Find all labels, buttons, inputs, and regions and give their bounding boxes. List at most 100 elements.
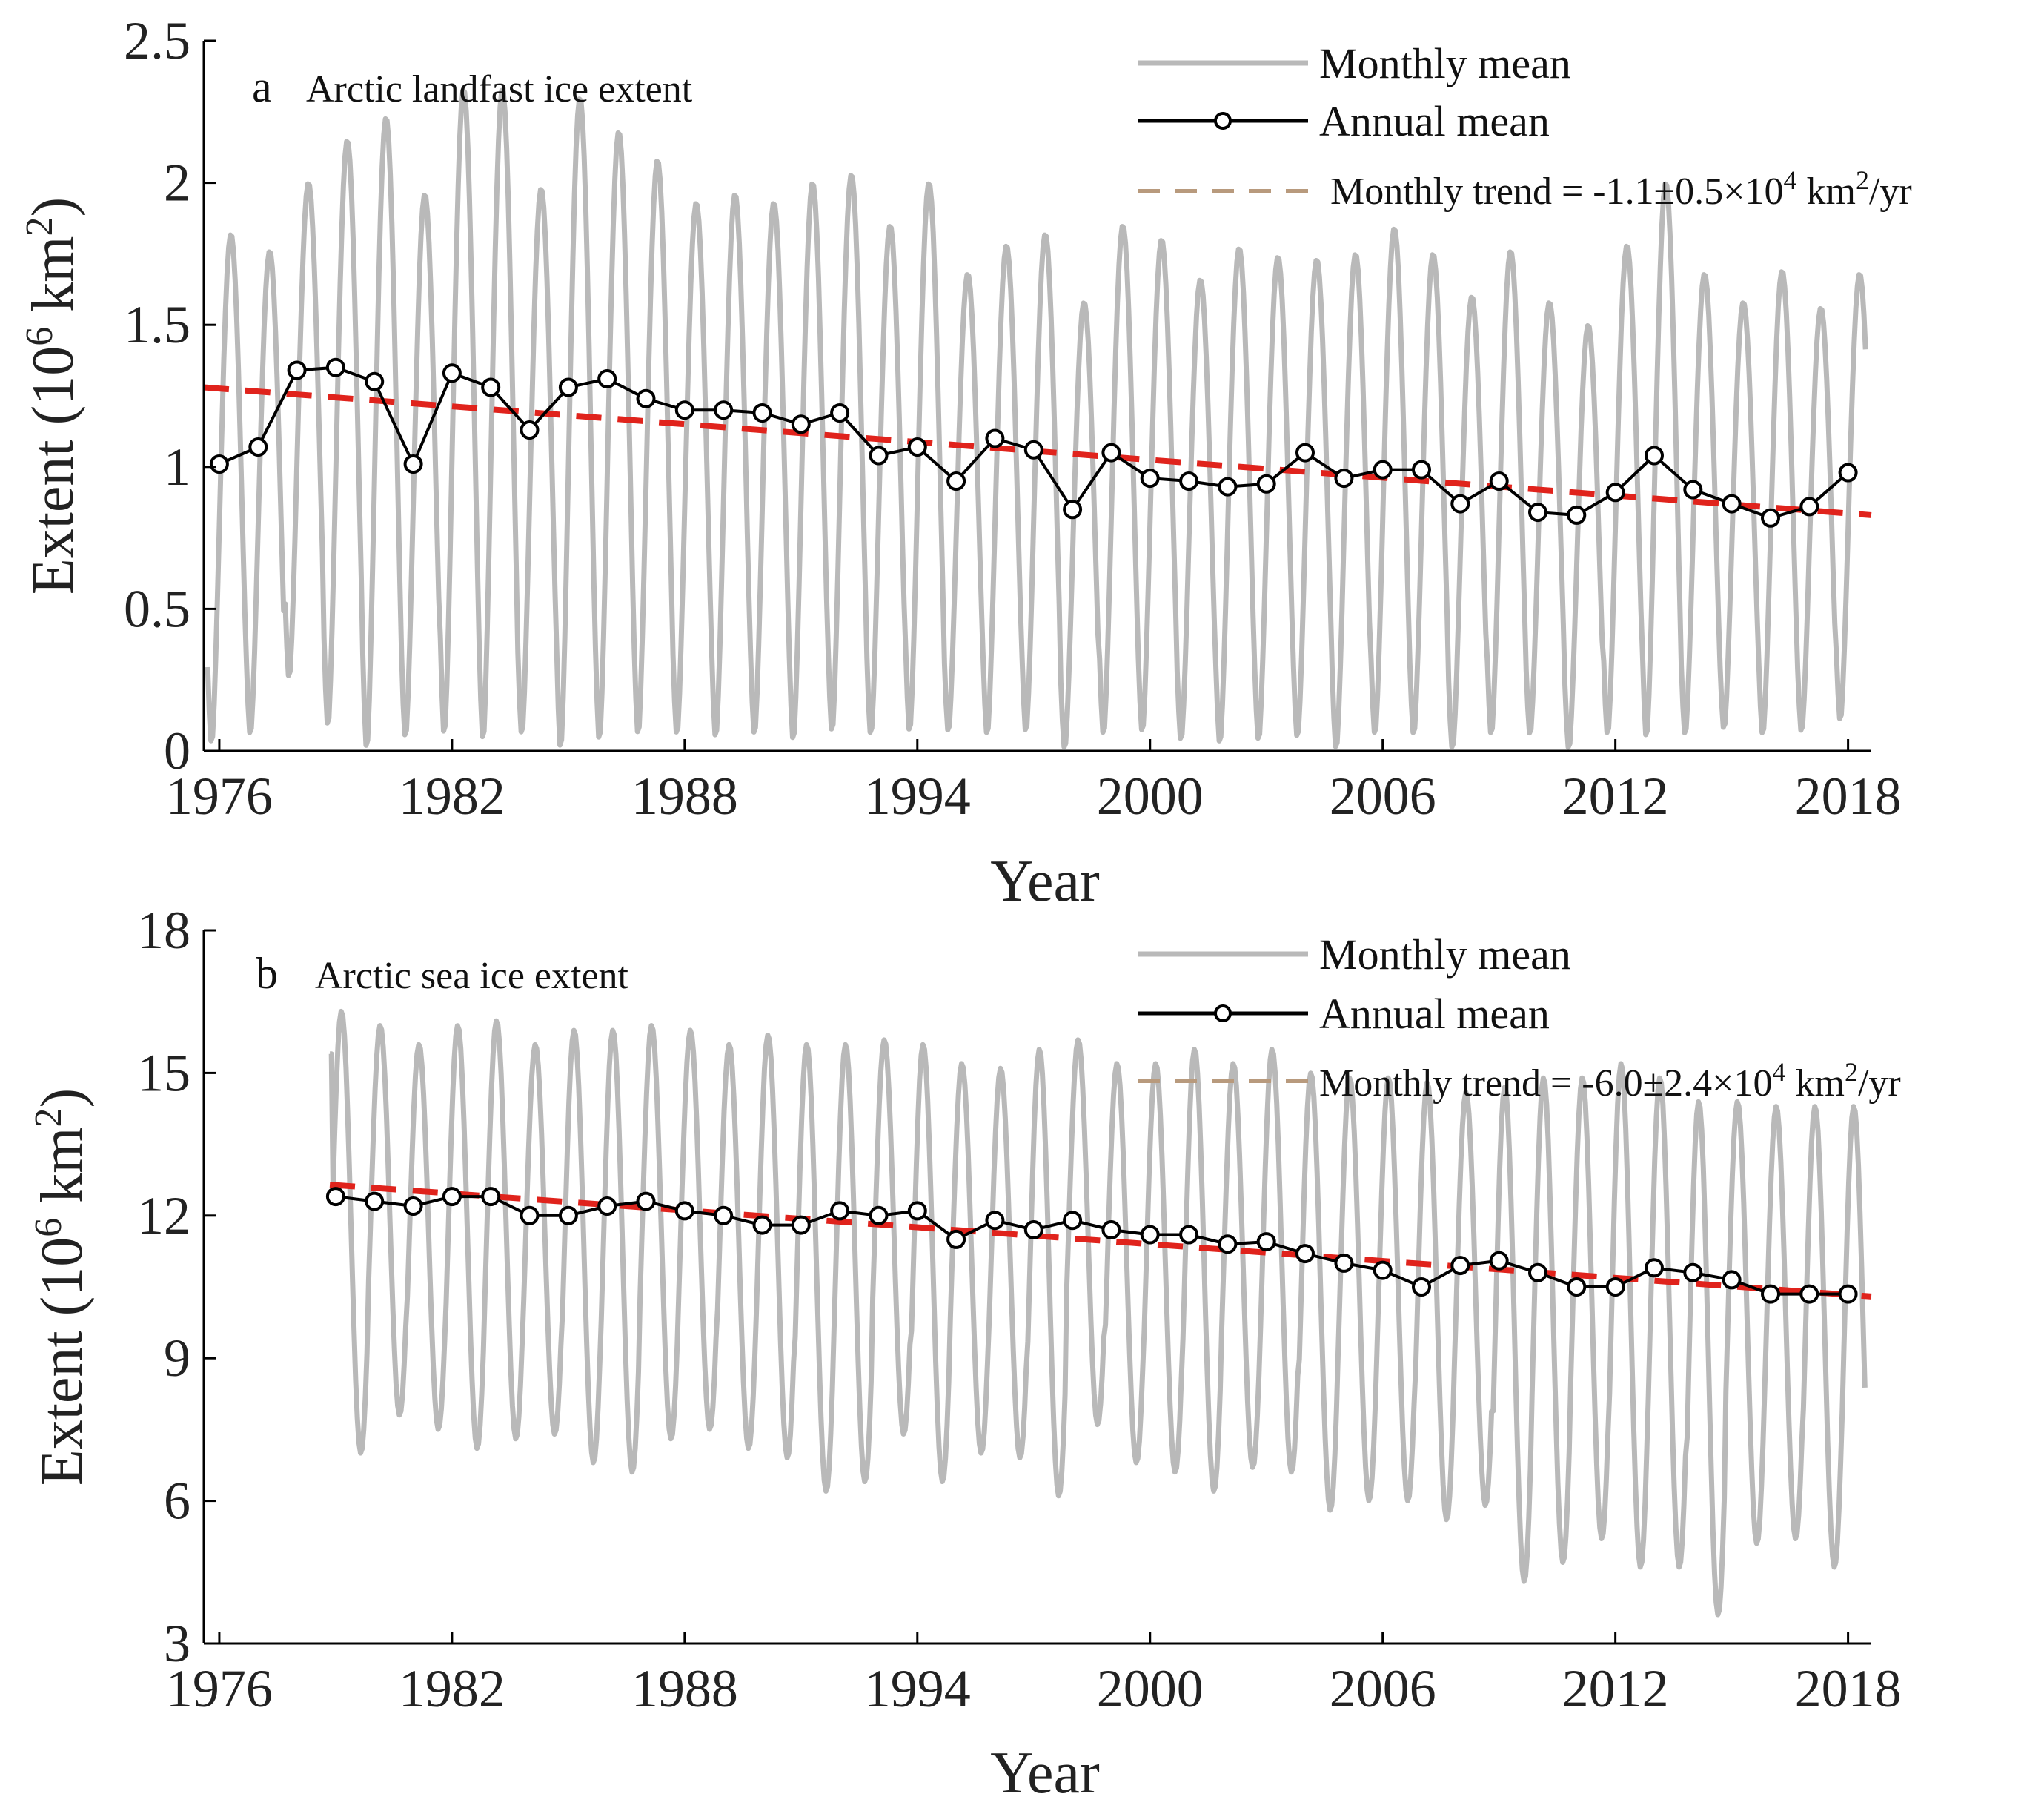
y-axis-title: Extent (106 km2) [19, 197, 87, 595]
x-tick-label: 1994 [864, 767, 971, 826]
annual-mean-point [946, 1229, 966, 1249]
monthly-mean-layer [205, 87, 1868, 750]
annual-mean-point [403, 454, 423, 474]
panel-b-sea-ice: 1976 1982 1988 1994 2000 2006 2012 2018 3 6 9 12 15 1… [27, 901, 1902, 1806]
x-tick-label: 2018 [1795, 1659, 1902, 1718]
legend-annual-label: Annual mean [1319, 990, 1550, 1038]
x-tick-label: 2012 [1562, 1659, 1669, 1718]
x-tick-label: 2006 [1330, 767, 1436, 826]
legend-annual-marker [1214, 1004, 1232, 1022]
annual-mean-point [1412, 1277, 1431, 1297]
annual-mean-point [442, 1187, 462, 1207]
x-tick-label: 2000 [1097, 767, 1204, 826]
annual-mean-point [1063, 1211, 1083, 1231]
annual-mean-point [1528, 1262, 1547, 1282]
annual-mean-point [907, 1201, 927, 1221]
annual-mean-point [985, 1211, 1005, 1231]
panel-title: Arctic landfast ice extent [306, 68, 693, 110]
annual-mean-point [1256, 1232, 1276, 1252]
annual-mean-point [1489, 471, 1509, 491]
axis-ticks: 1976 1982 1988 1994 2000 2006 2012 2018 3 6 9 12 15 1… [137, 901, 1902, 1718]
annual-mean-point [1256, 474, 1276, 494]
panel-letter: a [252, 62, 272, 111]
y-axis-title: Extent (106 km2) [27, 1088, 96, 1486]
annual-mean-point [1489, 1251, 1509, 1271]
y-tick-label: 9 [164, 1328, 190, 1388]
annual-mean-point [442, 363, 462, 383]
annual-mean-point [1063, 500, 1083, 520]
annual-mean-point [287, 360, 307, 380]
annual-mean-point [830, 403, 850, 423]
annual-mean-point [1373, 460, 1393, 480]
annual-mean-point [1334, 1253, 1354, 1273]
y-tick-label: 15 [137, 1043, 190, 1102]
annual-mean-line [335, 1195, 1848, 1296]
annual-mean-point [1722, 1270, 1742, 1290]
annual-mean-point [636, 388, 656, 408]
legend-monthly-label: Monthly mean [1319, 930, 1571, 979]
y-tick-label: 0 [164, 721, 190, 781]
x-axis-title: Year [990, 849, 1099, 914]
annual-mean-point [1683, 1262, 1703, 1282]
legend: Monthly mean Annual mean Monthly trend =… [1138, 930, 1901, 1105]
annual-mean-point [365, 371, 385, 391]
legend-monthly-label: Monthly mean [1319, 39, 1571, 87]
annual-mean-point [1295, 443, 1315, 463]
annual-mean-point [1722, 494, 1742, 514]
panel-a-landfast-ice: 1976 1982 1988 1994 2000 2006 2012 2018 0 0.5 1 1.5… [19, 11, 1912, 914]
annual-mean-point [1838, 1284, 1858, 1304]
annual-mean-point [1101, 443, 1121, 463]
annual-mean-point [1761, 508, 1780, 528]
annual-mean-point [558, 377, 578, 397]
monthly-mean-line [328, 1008, 1868, 1618]
monthly-mean-layer [328, 1008, 1868, 1618]
y-tick-label: 12 [137, 1186, 190, 1245]
annual-mean-point [907, 437, 927, 457]
legend-annual-marker [1214, 112, 1232, 130]
annual-mean-point [481, 377, 501, 397]
annual-mean-point [558, 1205, 578, 1225]
annual-mean-point [1605, 483, 1625, 503]
annual-mean-point [1412, 460, 1431, 480]
annual-mean-point [1799, 1284, 1819, 1304]
annual-mean-point [1645, 1258, 1664, 1278]
y-tick-label: 6 [164, 1471, 190, 1531]
annual-mean-point [674, 400, 694, 420]
annual-mean-point [830, 1201, 850, 1221]
annual-mean-point [1683, 480, 1703, 500]
y-tick-label: 18 [137, 901, 190, 960]
annual-mean-point [325, 357, 345, 377]
annual-mean-point [791, 414, 811, 434]
annual-mean-point [365, 1191, 385, 1211]
annual-mean-point [946, 471, 966, 491]
annual-mean-point [1295, 1244, 1315, 1264]
legend-trend-label: Monthly trend = -6.0±2.4×104 km2/yr [1319, 1057, 1901, 1105]
annual-mean-point [1179, 471, 1199, 491]
x-tick-label: 1988 [631, 1659, 738, 1718]
annual-mean-point [1450, 1256, 1470, 1276]
annual-mean-point [1373, 1260, 1393, 1280]
annual-mean-point [1218, 477, 1238, 497]
x-tick-label: 1982 [399, 1659, 505, 1718]
annual-mean-point [1567, 1277, 1587, 1297]
annual-mean-point [597, 1196, 617, 1216]
annual-mean-layer [209, 357, 1858, 528]
annual-mean-point [1528, 503, 1547, 523]
annual-mean-point [636, 1191, 656, 1211]
legend: Monthly mean Annual mean Monthly trend =… [1138, 39, 1912, 213]
x-tick-label: 2012 [1562, 767, 1669, 826]
x-tick-label: 2006 [1330, 1659, 1436, 1718]
panel-title: Arctic sea ice extent [315, 955, 629, 997]
y-tick-label: 0.5 [124, 579, 190, 638]
y-tick-label: 1.5 [124, 295, 190, 354]
annual-mean-point [1450, 494, 1470, 514]
annual-mean-point [520, 1205, 540, 1225]
annual-mean-point [403, 1196, 423, 1216]
monthly-mean-line [205, 87, 1868, 750]
panel-letter: b [256, 949, 278, 998]
annual-mean-point [1761, 1284, 1780, 1304]
x-tick-label: 1982 [399, 767, 505, 826]
annual-mean-layer [325, 1187, 1858, 1304]
annual-mean-point [520, 420, 540, 440]
